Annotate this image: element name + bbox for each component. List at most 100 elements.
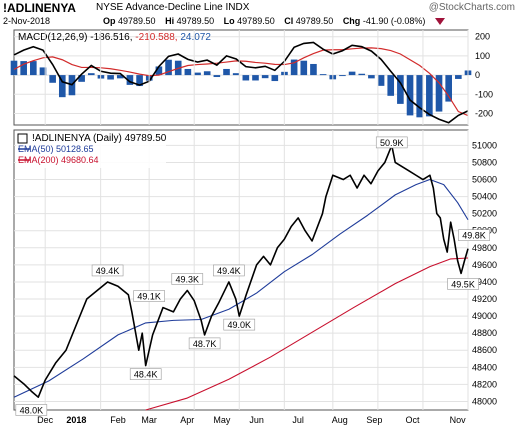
price-y-tick-label: 48400 <box>472 362 497 372</box>
ohlc-readout: Op 49789.50 Hi 49789.50 Lo 49789.50 Cl 4… <box>99 16 445 26</box>
macd-legend-label: MACD(12,26,9) <box>18 32 90 43</box>
x-tick-label: Dec <box>37 415 54 425</box>
macd-histogram-bar <box>184 68 192 76</box>
macd-histogram-bar <box>165 59 172 76</box>
macd-y-tick-label: 0 <box>475 70 480 80</box>
price-annotation-label: 48.0K <box>20 405 44 415</box>
macd-histogram-bar <box>339 75 346 77</box>
macd-histogram-bar <box>203 71 211 76</box>
price-y-tick-label: 51000 <box>472 140 497 150</box>
annotation-box <box>15 404 48 416</box>
macd-histogram-bar <box>126 75 134 85</box>
low-label: Lo <box>223 16 235 26</box>
macd-histogram-bar <box>348 71 356 76</box>
x-tick-label: Jun <box>249 415 264 425</box>
price-y-tick-label: 49800 <box>472 243 497 253</box>
price-annotation-label: 48.7K <box>193 339 217 349</box>
annotation-box <box>133 290 165 302</box>
annotation-box <box>188 337 221 350</box>
macd-histogram-bar <box>30 61 37 76</box>
annotation-box <box>213 264 245 277</box>
annotation-box <box>129 368 162 380</box>
x-tick-label: Apr <box>180 415 194 425</box>
price-legend-item: EMA(50) 50128.65 <box>18 144 94 154</box>
macd-histogram-bar <box>20 61 27 76</box>
price-legend-item: EMA(200) 49680.64 <box>18 155 99 165</box>
price-annotation-label: 49.1K <box>137 292 161 302</box>
macd-histogram-bar <box>319 74 327 76</box>
macd-histogram-bar <box>242 75 250 81</box>
price-legend-item: !ADLINENYA (Daily) 49789.50 <box>32 133 167 144</box>
macd-histogram-bar <box>58 75 66 98</box>
price-line <box>13 144 469 398</box>
x-tick-label: May <box>213 415 231 425</box>
price-y-tick-label: 50600 <box>472 175 497 185</box>
price-annotation-label: 49.8K <box>462 231 486 241</box>
macd-histogram-bar <box>252 75 259 81</box>
symbol-description: NYSE Advance-Decline Line INDX <box>96 2 250 13</box>
macd-legend-value: 24.072 <box>180 32 211 43</box>
ema50-line <box>13 178 469 398</box>
annotation-box <box>375 136 408 149</box>
x-tick-label: Jul <box>292 415 304 425</box>
macd-histogram-bar <box>445 75 452 102</box>
macd-y-tick-label: 200 <box>475 32 490 42</box>
price-annotation-label: 49.3K <box>176 274 200 284</box>
price-annotation-label: 50.9K <box>380 138 404 148</box>
change-value: -41.90 (-0.08%) <box>362 16 426 26</box>
symbol-title: !ADLINENYA <box>3 1 76 15</box>
close-label: Cl <box>284 16 294 26</box>
legend-square-icon <box>17 133 28 144</box>
macd-histogram-bar <box>78 75 85 82</box>
price-y-tick-label: 50200 <box>472 209 497 219</box>
macd-histogram-bar <box>368 75 375 79</box>
price-y-tick-label: 50400 <box>472 192 497 202</box>
macd-histogram-bar <box>406 75 414 116</box>
macd-histogram-bar <box>39 67 47 76</box>
price-y-tick-label: 50800 <box>472 157 497 167</box>
x-tick-label: Aug <box>332 415 348 425</box>
x-tick-label: Nov <box>450 415 467 425</box>
macd-histogram-bar <box>155 66 163 76</box>
change-label: Chg <box>342 16 361 26</box>
x-tick-label: Sep <box>366 415 382 425</box>
macd-y-tick-label: 100 <box>475 51 490 61</box>
price-y-tick-label: 49600 <box>472 260 497 270</box>
x-tick-label: 2018 <box>66 415 86 425</box>
x-tick-label: Oct <box>406 415 421 425</box>
macd-histogram-bar <box>87 73 95 76</box>
macd-legend-value: -186.516, <box>90 32 135 43</box>
macd-y-tick-label: -100 <box>475 89 493 99</box>
price-y-tick-label: 49400 <box>472 277 497 287</box>
low-value: 49789.50 <box>237 16 275 26</box>
macd-histogram-bar <box>10 60 18 76</box>
quote-date: 2-Nov-2018 <box>3 16 51 26</box>
macd-histogram-bar <box>232 73 240 76</box>
macd-histogram-bar <box>310 63 317 76</box>
price-y-tick-label: 49000 <box>472 311 497 321</box>
macd-histogram-bar <box>49 75 56 83</box>
annotation-box <box>447 278 479 290</box>
macd-histogram-bar <box>290 59 298 76</box>
macd-histogram-bar <box>416 75 424 118</box>
price-y-tick-label: 48800 <box>472 328 497 338</box>
price-annotation-label: 49.0K <box>228 320 252 330</box>
macd-histogram-bar <box>271 75 279 82</box>
annotation-box <box>171 273 204 285</box>
macd-y-tick-label: -200 <box>475 108 493 118</box>
down-arrow-icon <box>434 18 445 26</box>
macd-histogram-bar <box>107 75 114 80</box>
macd-histogram-bar <box>455 75 462 79</box>
macd-line <box>13 41 469 124</box>
open-label: Op <box>103 16 116 26</box>
annotation-box <box>91 264 124 277</box>
macd-histogram-bar <box>300 60 308 76</box>
macd-histogram-bar <box>435 75 443 112</box>
annotation-box <box>223 318 256 331</box>
price-annotation-label: 48.4K <box>134 370 158 380</box>
price-y-tick-label: 49200 <box>472 294 497 304</box>
macd-histogram-bar <box>426 75 433 117</box>
x-tick-label: Feb <box>110 415 126 425</box>
open-value: 49789.50 <box>118 16 156 26</box>
